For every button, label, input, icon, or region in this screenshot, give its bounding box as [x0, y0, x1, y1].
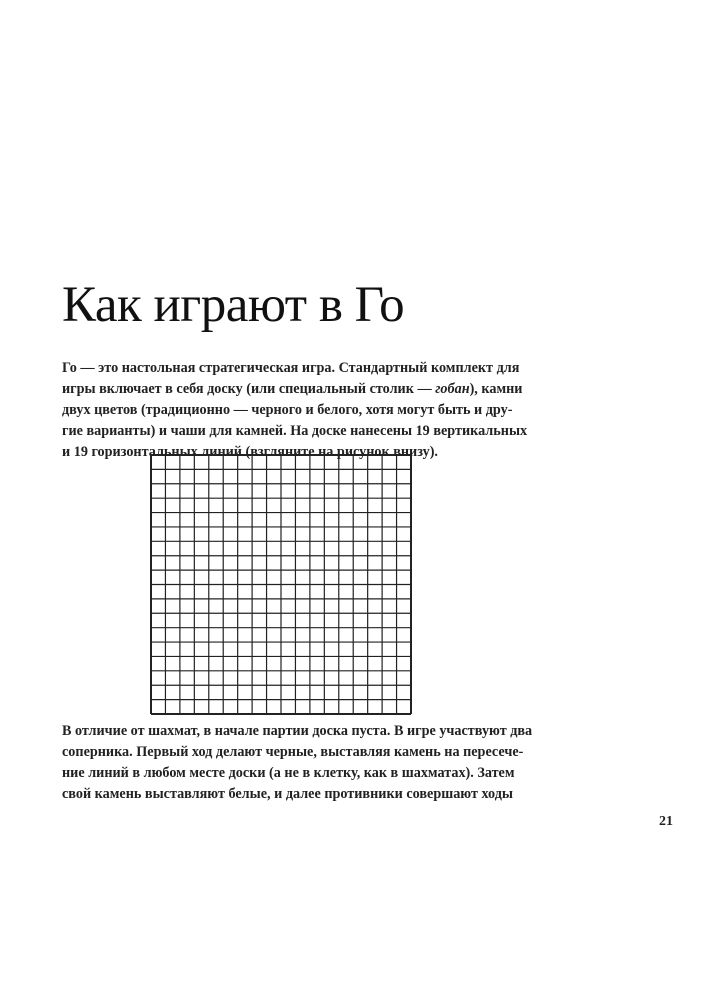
- text-line: свой камень выставляют белые, и далее пр…: [62, 786, 513, 802]
- page-title: Как играют в Го: [62, 277, 405, 333]
- page-number: 21: [659, 814, 673, 829]
- text-segment: ), камни: [469, 381, 523, 397]
- text-line: ние линий в любом месте доски (а не в кл…: [62, 765, 515, 781]
- text-line: гие варианты) и чаши для камней. На доск…: [62, 423, 528, 439]
- text-line: В отличие от шахмат, в начале партии дос…: [62, 723, 533, 739]
- go-board-figure: [150, 454, 412, 715]
- intro-paragraph: Го — это настольная стратегическая игра.…: [62, 358, 528, 463]
- text-line: игры включает в себя доску (или специаль…: [62, 379, 522, 400]
- italic-term: гобан: [435, 381, 470, 397]
- second-paragraph: В отличие от шахмат, в начале партии дос…: [62, 721, 533, 805]
- text-line: соперника. Первый ход делают черные, выс…: [62, 744, 524, 760]
- text-segment: игры включает в себя доску (или специаль…: [62, 381, 436, 397]
- text-line: двух цветов (традиционно — черного и бел…: [62, 402, 513, 418]
- text-line: Го — это настольная стратегическая игра.…: [62, 360, 520, 376]
